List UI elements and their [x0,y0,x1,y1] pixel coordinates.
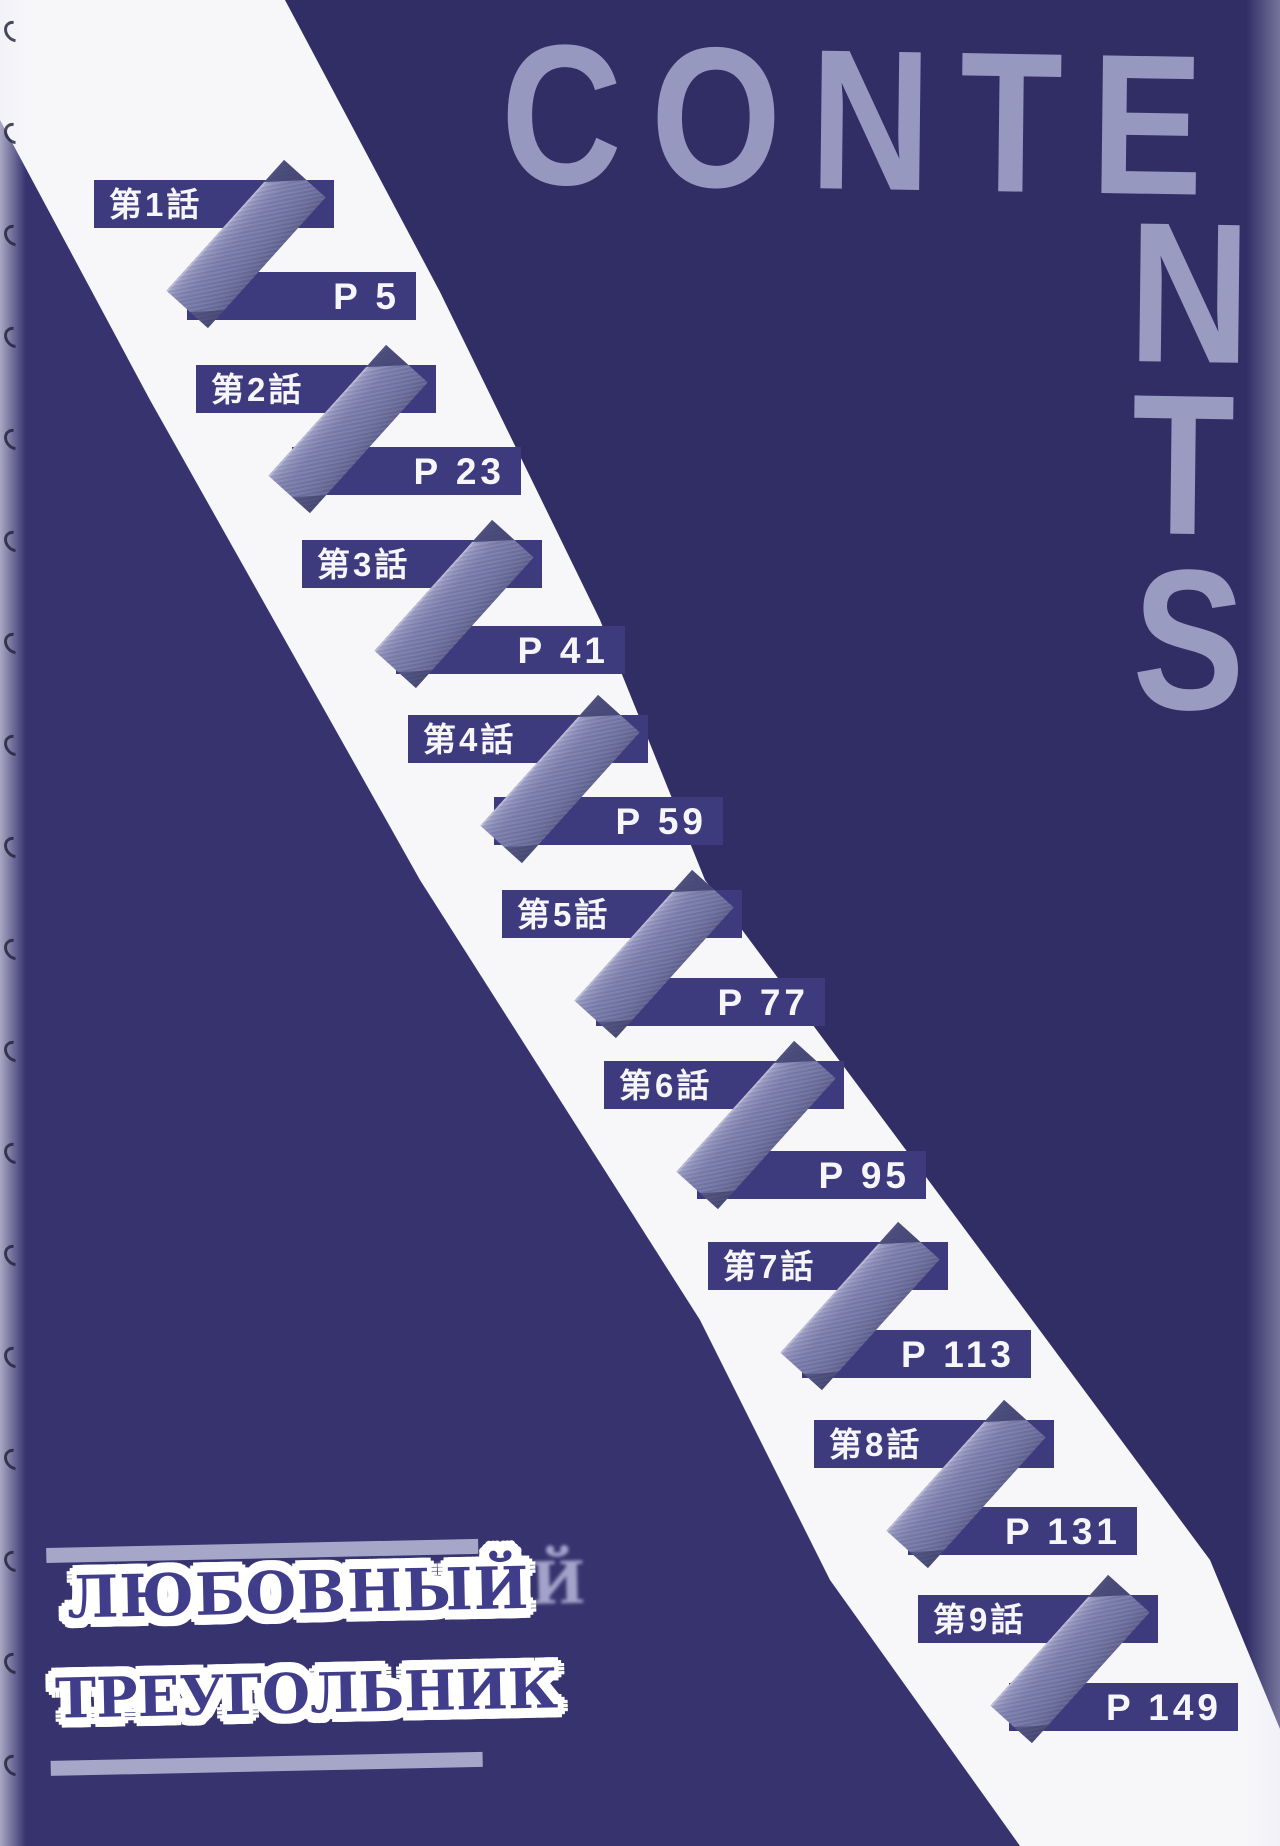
logo-line-1: ЛЮБОВНЫЙ [66,1553,531,1632]
logo-line-2: ТРЕУГОЛЬНИК [54,1655,559,1731]
series-logo: ЛЮБОВНЫЙ ЛЮБОВНЫЙ ТРЕУГОЛЬНИК [44,1532,586,1802]
page-edge-right [1246,0,1280,1846]
page-edge-left [0,0,26,1846]
chapter-label: 第1話 [94,180,334,228]
logo-bar-bottom [50,1751,483,1776]
contents-title-letter-s: S [1131,528,1247,753]
left-dark-region [0,120,1020,1846]
right-dark-region [285,0,1280,1729]
contents-title-row: CONTE [499,3,1233,239]
